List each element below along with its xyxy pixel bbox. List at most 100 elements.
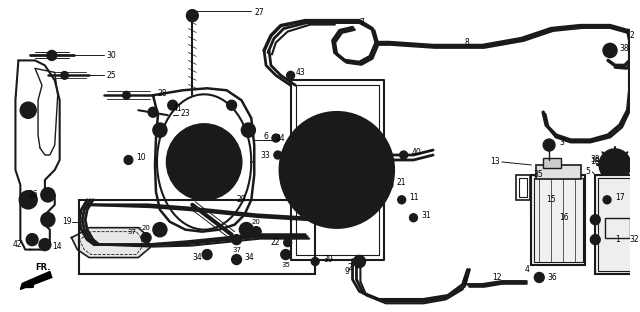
- Text: 1: 1: [615, 235, 620, 244]
- Circle shape: [227, 100, 237, 110]
- Text: 12: 12: [492, 273, 502, 282]
- Text: 20: 20: [252, 219, 260, 225]
- Text: 29: 29: [237, 195, 246, 204]
- Circle shape: [148, 107, 158, 117]
- Circle shape: [186, 10, 198, 22]
- Bar: [595, 175, 639, 275]
- Circle shape: [603, 196, 611, 204]
- Text: 15: 15: [546, 195, 556, 204]
- Text: 37: 37: [232, 246, 241, 253]
- Text: 3: 3: [559, 138, 564, 147]
- Text: 28: 28: [158, 89, 168, 98]
- Circle shape: [252, 227, 261, 236]
- Bar: [536, 165, 580, 179]
- Text: 22: 22: [270, 238, 280, 247]
- Bar: [516, 175, 531, 200]
- Circle shape: [603, 43, 617, 57]
- Text: 30: 30: [107, 51, 116, 60]
- Text: —: —: [134, 225, 141, 231]
- Circle shape: [590, 215, 600, 225]
- Circle shape: [410, 214, 417, 222]
- Circle shape: [20, 102, 36, 118]
- Circle shape: [281, 250, 291, 260]
- Circle shape: [284, 239, 292, 246]
- Circle shape: [353, 256, 365, 267]
- Circle shape: [123, 91, 131, 99]
- Text: 21: 21: [397, 178, 406, 188]
- Circle shape: [590, 235, 600, 245]
- Circle shape: [311, 257, 319, 266]
- Circle shape: [202, 250, 212, 260]
- Text: 2: 2: [348, 263, 353, 272]
- Circle shape: [610, 160, 620, 170]
- Circle shape: [41, 188, 55, 202]
- Text: 5: 5: [586, 168, 590, 176]
- Bar: [598, 178, 637, 271]
- Text: 35: 35: [281, 261, 290, 267]
- Text: 32: 32: [630, 235, 639, 244]
- Text: 26: 26: [28, 190, 38, 199]
- Text: 27: 27: [254, 8, 264, 17]
- Circle shape: [322, 155, 351, 185]
- Text: 10: 10: [136, 154, 146, 163]
- Text: 6: 6: [263, 132, 268, 141]
- Circle shape: [232, 255, 241, 265]
- Bar: [605, 218, 630, 238]
- Text: 17: 17: [615, 193, 625, 202]
- Circle shape: [124, 155, 133, 164]
- Text: 14: 14: [52, 242, 61, 251]
- Text: 16: 16: [559, 213, 568, 222]
- Text: 31: 31: [421, 211, 431, 220]
- Circle shape: [239, 223, 253, 236]
- Text: 20: 20: [141, 225, 150, 231]
- Polygon shape: [20, 271, 52, 290]
- Text: 9: 9: [463, 277, 467, 286]
- Circle shape: [534, 272, 544, 282]
- Circle shape: [274, 151, 282, 159]
- Bar: [534, 178, 582, 261]
- Text: 18: 18: [591, 158, 600, 167]
- Circle shape: [272, 134, 280, 142]
- Text: 13: 13: [490, 158, 500, 167]
- Circle shape: [543, 139, 555, 151]
- Circle shape: [400, 151, 408, 159]
- Circle shape: [39, 239, 51, 251]
- Text: 33: 33: [260, 150, 270, 159]
- Text: 42: 42: [13, 240, 22, 249]
- Circle shape: [153, 223, 167, 236]
- Text: 23: 23: [180, 109, 190, 118]
- Text: 24: 24: [276, 134, 285, 143]
- Circle shape: [26, 234, 38, 246]
- Circle shape: [61, 71, 68, 79]
- Text: 2: 2: [630, 31, 634, 40]
- Circle shape: [41, 213, 55, 227]
- Text: 34: 34: [193, 253, 202, 262]
- Text: 19: 19: [62, 217, 72, 226]
- Text: 34: 34: [244, 253, 254, 262]
- Circle shape: [153, 123, 167, 137]
- Circle shape: [232, 235, 241, 245]
- Text: 9: 9: [345, 267, 349, 276]
- Bar: [543, 158, 561, 168]
- Circle shape: [47, 51, 57, 61]
- Circle shape: [19, 191, 37, 209]
- Circle shape: [385, 181, 393, 189]
- Text: 4: 4: [525, 265, 529, 274]
- Circle shape: [280, 112, 394, 228]
- Text: FR.: FR.: [35, 263, 51, 272]
- Circle shape: [397, 196, 406, 204]
- Text: 8: 8: [465, 38, 469, 47]
- Text: 43: 43: [296, 68, 305, 77]
- Text: 41: 41: [173, 104, 182, 113]
- Text: 39: 39: [323, 255, 333, 264]
- Circle shape: [141, 233, 151, 243]
- Polygon shape: [72, 228, 150, 257]
- Bar: [518, 178, 527, 197]
- Bar: [531, 175, 586, 265]
- Text: 11: 11: [410, 193, 419, 202]
- Text: 40: 40: [412, 148, 421, 157]
- Text: 37: 37: [127, 229, 136, 235]
- Text: 36: 36: [547, 273, 557, 282]
- Text: 7: 7: [360, 18, 364, 27]
- Circle shape: [599, 149, 630, 181]
